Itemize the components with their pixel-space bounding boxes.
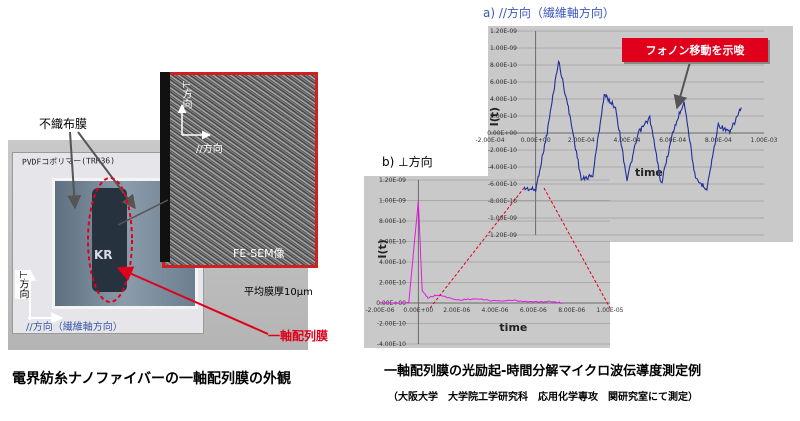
y-tick-label: 6.00E-10 xyxy=(379,239,406,246)
y-axis-title: I(t) xyxy=(376,239,389,258)
x-tick-label: 2.00E-06 xyxy=(443,307,470,314)
x-tick-label: 6.00E-06 xyxy=(520,307,547,314)
uniaxial-arrow xyxy=(116,266,269,335)
y-tick-label: -8.00E-10 xyxy=(488,198,517,205)
x-tick-label: 8.00E-06 xyxy=(558,307,585,314)
series-line xyxy=(379,200,563,304)
y-tick-label: 2.00E-10 xyxy=(379,280,406,287)
y-tick-label: -6.00E-10 xyxy=(488,181,517,188)
sem-scale-bar xyxy=(160,72,170,262)
thickness-label: 平均膜厚10μm xyxy=(244,287,313,298)
y-tick-label: 8.00E-10 xyxy=(379,218,406,225)
nonwoven-label: 不織布膜 xyxy=(37,115,90,132)
x-axis-title: time xyxy=(499,321,527,334)
x-tick-label: -2.00E-04 xyxy=(475,137,504,144)
membrane-to-sem-line xyxy=(117,199,169,226)
y-axis-title: I(t) xyxy=(488,107,501,126)
y-tick-label: 1.00E-09 xyxy=(379,198,406,205)
y-tick-label: -1.00E-09 xyxy=(488,215,517,222)
y-tick-label: -4.00E-10 xyxy=(488,164,517,171)
membrane-highlight-ellipse xyxy=(87,177,133,303)
y-tick-label: 0.00E+00 xyxy=(487,130,517,137)
x-tick-label: 2.00E-04 xyxy=(568,137,595,144)
y-tick-label: 4.00E-10 xyxy=(379,259,406,266)
left-caption: 電界紡糸ナノファイバーの一軸配列膜の外観 xyxy=(12,371,292,387)
sem-perpendicular-label: ⊥方向 xyxy=(180,80,191,109)
x-tick-label: 4.00E-06 xyxy=(482,307,509,314)
y-tick-label: 1.00E-09 xyxy=(490,45,517,52)
x-axis-title: time xyxy=(635,166,663,179)
x-tick-label: 4.00E-04 xyxy=(614,137,641,144)
y-tick-label: 6.00E-10 xyxy=(490,79,517,86)
fiber-direction-label: //方向（繊維軸方向） xyxy=(26,322,123,333)
y-tick-label: -4.00E-10 xyxy=(377,341,406,348)
y-tick-label: -1.20E-09 xyxy=(488,232,517,239)
chart-a: 1.20E-09 1.00E-09 8.00E-10 6.00E-10 4.00E-10… xyxy=(475,28,777,239)
x-tick-label: 8.00E-04 xyxy=(705,137,732,144)
right-caption-sub: （大阪大学 大学院工学研究科 応用化学専攻 関研究室にて測定） xyxy=(388,392,698,403)
uniaxial-membrane-label: 一軸配列膜 xyxy=(268,329,329,343)
x-tick-label: -2.00E-06 xyxy=(365,307,394,314)
x-tick-label: 1.00E-05 xyxy=(597,307,624,314)
y-tick-label: 8.00E-10 xyxy=(490,62,517,69)
nonwoven-arrow-1 xyxy=(67,131,82,210)
zoom-connector-2 xyxy=(543,187,611,309)
y-tick-label: 2.00E-10 xyxy=(490,113,517,120)
x-tick-label: 1.00E-03 xyxy=(751,137,778,144)
y-tick-label: -2.00E-10 xyxy=(488,147,517,154)
y-tick-label: -2.00E-10 xyxy=(377,321,406,328)
chart-b-title: b) ⊥方向 xyxy=(382,155,433,169)
fe-sem-label: FE-SEM像 xyxy=(233,247,285,260)
series-line xyxy=(523,59,742,192)
fe-sem-image xyxy=(162,72,318,268)
y-tick-label: 4.00E-10 xyxy=(490,96,517,103)
phonon-callout: フォノン移動を示唆 xyxy=(622,38,768,62)
y-tick-label: 0.00E+00 xyxy=(376,300,406,307)
chart-b: 1.20E-09 1.00E-09 8.00E-10 6.00E-10 4.00E-10… xyxy=(365,177,623,348)
y-tick-label: 1.20E-09 xyxy=(490,28,517,35)
zoom-connector-1 xyxy=(429,187,525,309)
sem-parallel-label: //方向 xyxy=(196,144,223,155)
chart-a-title: a) //方向（繊維軸方向） xyxy=(483,6,615,20)
photo-watermark: KR xyxy=(94,248,113,262)
x-tick-label: 6.00E-04 xyxy=(659,137,686,144)
callout-arrow xyxy=(673,61,691,110)
y-tick-label: 1.20E-09 xyxy=(379,177,406,184)
right-caption: 一軸配列膜の光励起-時間分解マイクロ波伝導度測定例 xyxy=(384,364,702,379)
